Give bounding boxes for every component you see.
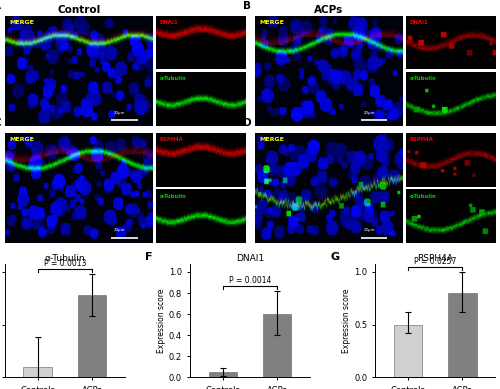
Text: α-Tubulin: α-Tubulin (410, 193, 436, 198)
Text: RSPH4A: RSPH4A (410, 137, 433, 142)
Text: P = 0.0014: P = 0.0014 (229, 276, 271, 285)
Text: DNAI1: DNAI1 (410, 20, 428, 25)
Bar (394, 325, 422, 377)
Text: DNAI1: DNAI1 (160, 20, 178, 25)
Title: α-Tubulin: α-Tubulin (44, 254, 85, 263)
Y-axis label: Expression score: Expression score (342, 288, 351, 353)
Title: DNAI1: DNAI1 (236, 254, 264, 263)
Title: RSPH4A: RSPH4A (418, 254, 453, 263)
Text: RSPH4A: RSPH4A (160, 137, 184, 142)
Text: A: A (0, 1, 1, 11)
Text: B: B (243, 1, 251, 11)
Text: MERGE: MERGE (259, 137, 284, 142)
Text: 20μm: 20μm (114, 111, 126, 115)
Text: MERGE: MERGE (259, 20, 284, 25)
Text: P = 0.0257: P = 0.0257 (414, 257, 457, 266)
Text: F: F (145, 252, 152, 262)
Text: MERGE: MERGE (10, 20, 34, 25)
Y-axis label: Expression score: Expression score (157, 288, 166, 353)
Bar (24, 367, 52, 377)
Bar (448, 293, 476, 377)
Text: G: G (330, 252, 339, 262)
Bar (263, 314, 292, 377)
Bar (78, 295, 106, 377)
Text: D: D (243, 118, 252, 128)
Title: Control: Control (57, 5, 100, 15)
Text: 20μm: 20μm (364, 228, 375, 232)
Text: P = 0.0013: P = 0.0013 (44, 259, 86, 268)
Text: α-Tubulin: α-Tubulin (160, 193, 186, 198)
Bar (208, 372, 237, 377)
Text: MERGE: MERGE (10, 137, 34, 142)
Title: ACPs: ACPs (314, 5, 343, 15)
Text: 20μm: 20μm (114, 228, 126, 232)
Text: α-Tubulin: α-Tubulin (160, 77, 186, 81)
Text: 20μm: 20μm (364, 111, 375, 115)
Text: C: C (0, 118, 1, 128)
Text: α-Tubulin: α-Tubulin (410, 77, 436, 81)
